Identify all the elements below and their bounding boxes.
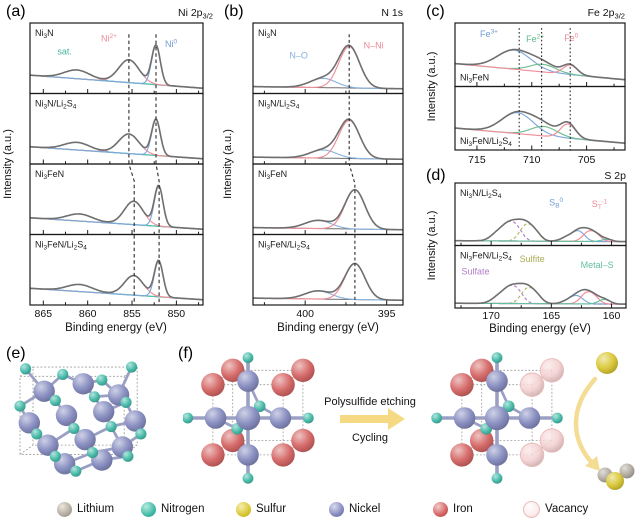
subpanel-label: Ni3FeN/Li2S4 [460, 136, 512, 148]
legend-label-nitrogen: Nitrogen [161, 503, 205, 515]
svg-text:850: 850 [168, 308, 186, 320]
xps-chart-n1s: Ni3N N–O N–Ni Ni3N/Li2S4 Ni3FeN Ni3FeN/Li2S4 4… [222, 7, 404, 334]
panel-letter-b: (b) [224, 3, 244, 20]
iron-atom-icon [433, 501, 448, 517]
peak-label: Fe2+ [526, 34, 544, 44]
subpanel-label: Ni3FeN/Li2S4 [460, 251, 512, 263]
li2s-molecule [606, 472, 624, 490]
legend-item-lithium: Lithium [57, 498, 114, 520]
subpanel-label: Ni3FeN [35, 169, 64, 181]
y-axis-label: Intensity (a.u.) [222, 129, 234, 199]
nickel-atom-icon [329, 501, 344, 517]
subpanel-label: Ni3FeN [460, 73, 489, 85]
xps-chart-s2p: Ni3N/Li2S4 SB0 ST-1 Ni3FeN/Li2S4 Sulfate Sulf… [426, 170, 627, 335]
legend-label-iron: Iron [453, 503, 473, 515]
chart-title: N 1s [381, 7, 403, 19]
svg-text:710: 710 [523, 154, 541, 166]
svg-text:865: 865 [35, 308, 53, 320]
subpanel-label: Ni3FeN/Li2S4 [258, 240, 310, 252]
legend-item-iron: Iron [433, 498, 473, 520]
process-label-cycling: Cycling [351, 432, 389, 444]
legend-item-vacancy: Vacancy [523, 498, 588, 520]
subpanel-label: Ni3FeN/Li2S4 [35, 240, 87, 252]
peak-label: ST-1 [592, 198, 608, 211]
peak-label: SB0 [549, 197, 563, 210]
svg-text:400: 400 [296, 308, 314, 320]
y-axis-label: Intensity (a.u.) [426, 52, 438, 122]
vacancy-atom-icon [523, 500, 540, 518]
subpanel-label: Ni3N/Li2S4 [460, 188, 502, 200]
chart-title: Ni 2p3/2 [178, 7, 213, 21]
sulfur-molecule [596, 352, 618, 374]
svg-text:160: 160 [603, 310, 621, 322]
nitrogen-atom-icon [141, 501, 156, 517]
x-axis-label: Binding energy (eV) [65, 322, 167, 334]
panel-letter-d: (d) [426, 167, 446, 184]
xps-chart-fe2p32: Ni3FeN Fe3+ Fe2+ Fe0 Ni3FeN/Li2S4 715 710 705 In… [426, 7, 626, 166]
peak-label: Metal–S [581, 260, 614, 270]
chart-title: S 2p [604, 170, 626, 182]
x-axis-label: Binding energy (eV) [489, 323, 591, 335]
peak-label: Sulfite [520, 254, 545, 264]
subpanel-label: Ni3FeN [258, 169, 287, 181]
panel-letter-e: (e) [6, 345, 26, 362]
y-axis-label: Intensity (a.u.) [2, 129, 14, 199]
subpanel-label: Ni3N/Li2S4 [258, 99, 300, 111]
process-arrow [340, 408, 405, 430]
panel-letter-c: (c) [426, 3, 445, 20]
peak-label: N–Ni [364, 40, 384, 50]
svg-text:165: 165 [543, 310, 561, 322]
legend-label-sulfur: Sulfur [256, 503, 287, 515]
chart-title: Fe 2p3/2 [588, 7, 625, 21]
peak-label: Ni0 [165, 39, 178, 49]
legend-item-nickel: Nickel [329, 498, 380, 520]
svg-text:715: 715 [468, 154, 486, 166]
sulfur-atom-icon [236, 501, 251, 517]
x-axis-label: Binding energy (eV) [277, 322, 379, 334]
legend-label-nickel: Nickel [349, 503, 381, 515]
peak-label: Fe0 [564, 32, 579, 42]
svg-text:170: 170 [482, 310, 500, 322]
peak-label: Fe3+ [480, 29, 498, 39]
legend-item-sulfur: Sulfur [236, 498, 286, 520]
svg-text:395: 395 [378, 308, 396, 320]
panel-letter-f: (f) [178, 345, 194, 362]
subpanel-label: Ni3N/Li2S4 [35, 99, 77, 111]
atom-legend: Lithium Nitrogen Sulfur Nickel Iron Vaca… [0, 498, 640, 522]
legend-label-vacancy: Vacancy [545, 503, 589, 515]
svg-text:855: 855 [123, 308, 141, 320]
process-label-etching: Polysulfide etching [324, 396, 416, 408]
peak-label: sat. [57, 47, 72, 57]
li2s-molecule [619, 463, 635, 479]
y-axis-label: Intensity (a.u.) [426, 211, 438, 281]
subpanel-label: Ni3N [35, 28, 54, 40]
crystal-structure-transformation [183, 352, 635, 490]
svg-text:705: 705 [578, 154, 596, 166]
legend-label-lithium: Lithium [77, 503, 115, 515]
lithium-atom-icon [57, 501, 72, 517]
peak-label: N–O [289, 50, 308, 60]
panel-letter-a: (a) [6, 3, 26, 20]
crystal-structure-lithiated-ni3n [14, 361, 147, 477]
svg-text:860: 860 [79, 308, 97, 320]
cycle-arrow [573, 376, 598, 467]
subpanel-label: Ni3N [258, 28, 277, 40]
legend-item-nitrogen: Nitrogen [141, 498, 204, 520]
peak-label: Sulfate [461, 266, 489, 276]
peak-label: Ni2+ [101, 33, 117, 43]
